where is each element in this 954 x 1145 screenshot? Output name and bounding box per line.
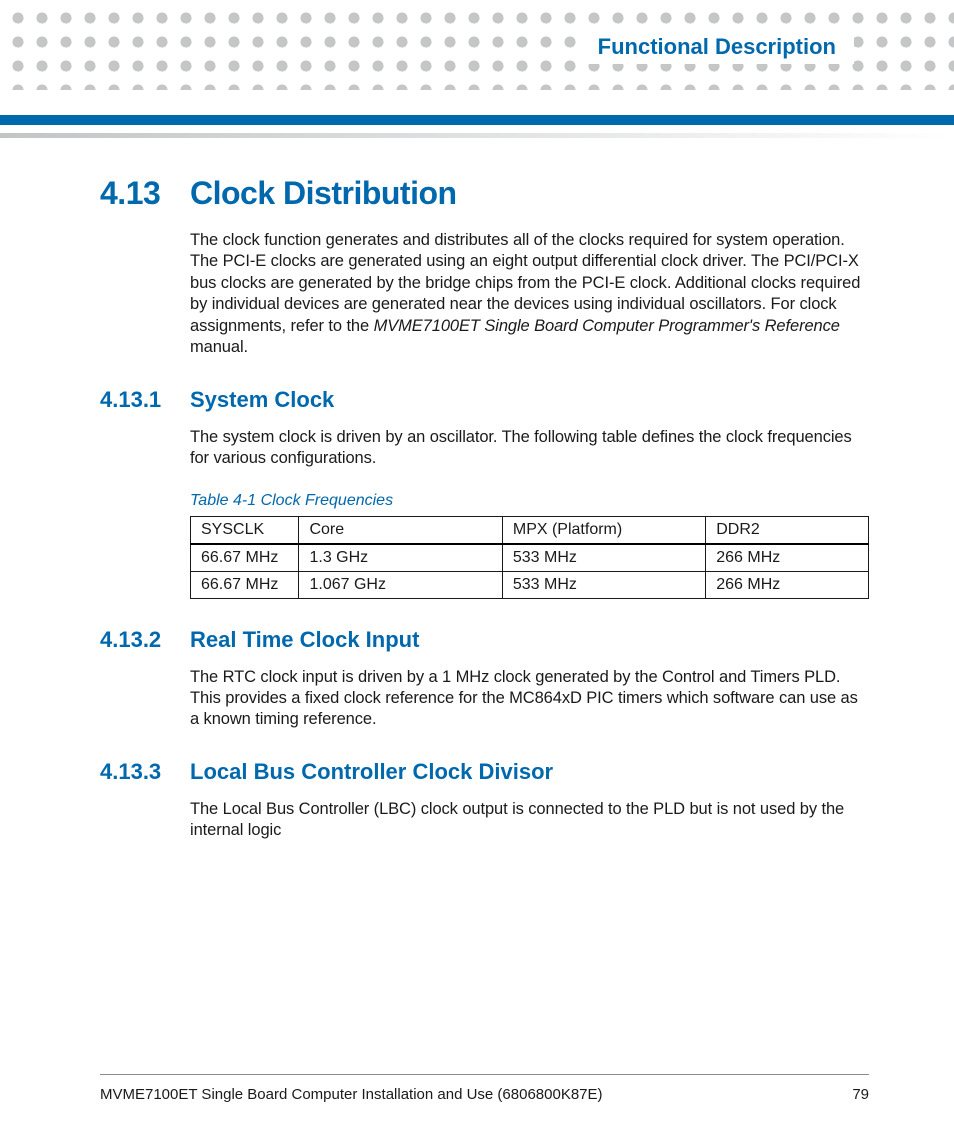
section-number: 4.13: [100, 175, 190, 212]
intro-text-post: manual.: [190, 338, 248, 356]
header-title-wrap: Functional Description: [580, 30, 854, 64]
header-dot-band: Functional Description: [0, 0, 954, 90]
header-blue-rule: [0, 115, 954, 125]
table-col-header: DDR2: [706, 516, 869, 544]
table-header-row: SYSCLK Core MPX (Platform) DDR2: [191, 516, 869, 544]
table-row: 66.67 MHz 1.3 GHz 533 MHz 266 MHz: [191, 544, 869, 572]
table-cell: 66.67 MHz: [191, 571, 299, 598]
section-heading: 4.13 Clock Distribution: [100, 175, 869, 212]
table-col-header: Core: [299, 516, 502, 544]
header-grey-rule: [0, 133, 954, 138]
table-col-header: SYSCLK: [191, 516, 299, 544]
table-cell: 1.067 GHz: [299, 571, 502, 598]
footer-rule: [100, 1074, 869, 1075]
table-cell: 266 MHz: [706, 571, 869, 598]
subsection-2-text: The RTC clock input is driven by a 1 MHz…: [190, 667, 869, 731]
page-content: 4.13 Clock Distribution The clock functi…: [100, 175, 869, 1025]
subsection-1-number: 4.13.1: [100, 387, 190, 413]
footer-page-number: 79: [852, 1086, 869, 1103]
section-intro: The clock function generates and distrib…: [190, 230, 869, 359]
subsection-heading-1: 4.13.1 System Clock: [100, 387, 869, 413]
subsection-heading-3: 4.13.3 Local Bus Controller Clock Diviso…: [100, 759, 869, 785]
table-cell: 1.3 GHz: [299, 544, 502, 572]
subsection-1-text: The system clock is driven by an oscilla…: [190, 427, 869, 470]
subsection-3-title: Local Bus Controller Clock Divisor: [190, 759, 553, 785]
subsection-2-title: Real Time Clock Input: [190, 627, 419, 653]
table-cell: 66.67 MHz: [191, 544, 299, 572]
table-cell: 533 MHz: [502, 571, 705, 598]
footer-doc-title: MVME7100ET Single Board Computer Install…: [100, 1086, 603, 1103]
table-row: 66.67 MHz 1.067 GHz 533 MHz 266 MHz: [191, 571, 869, 598]
table-cell: 266 MHz: [706, 544, 869, 572]
page-footer: MVME7100ET Single Board Computer Install…: [100, 1086, 869, 1103]
subsection-2-number: 4.13.2: [100, 627, 190, 653]
subsection-1-title: System Clock: [190, 387, 334, 413]
subsection-3-number: 4.13.3: [100, 759, 190, 785]
table-cell: 533 MHz: [502, 544, 705, 572]
intro-reference: MVME7100ET Single Board Computer Program…: [374, 317, 840, 335]
section-title: Clock Distribution: [190, 175, 457, 212]
subsection-3-text: The Local Bus Controller (LBC) clock out…: [190, 799, 869, 842]
subsection-heading-2: 4.13.2 Real Time Clock Input: [100, 627, 869, 653]
table-caption: Table 4-1 Clock Frequencies: [190, 492, 869, 510]
table-col-header: MPX (Platform): [502, 516, 705, 544]
clock-frequencies-table: SYSCLK Core MPX (Platform) DDR2 66.67 MH…: [190, 516, 869, 599]
chapter-title: Functional Description: [598, 34, 836, 59]
